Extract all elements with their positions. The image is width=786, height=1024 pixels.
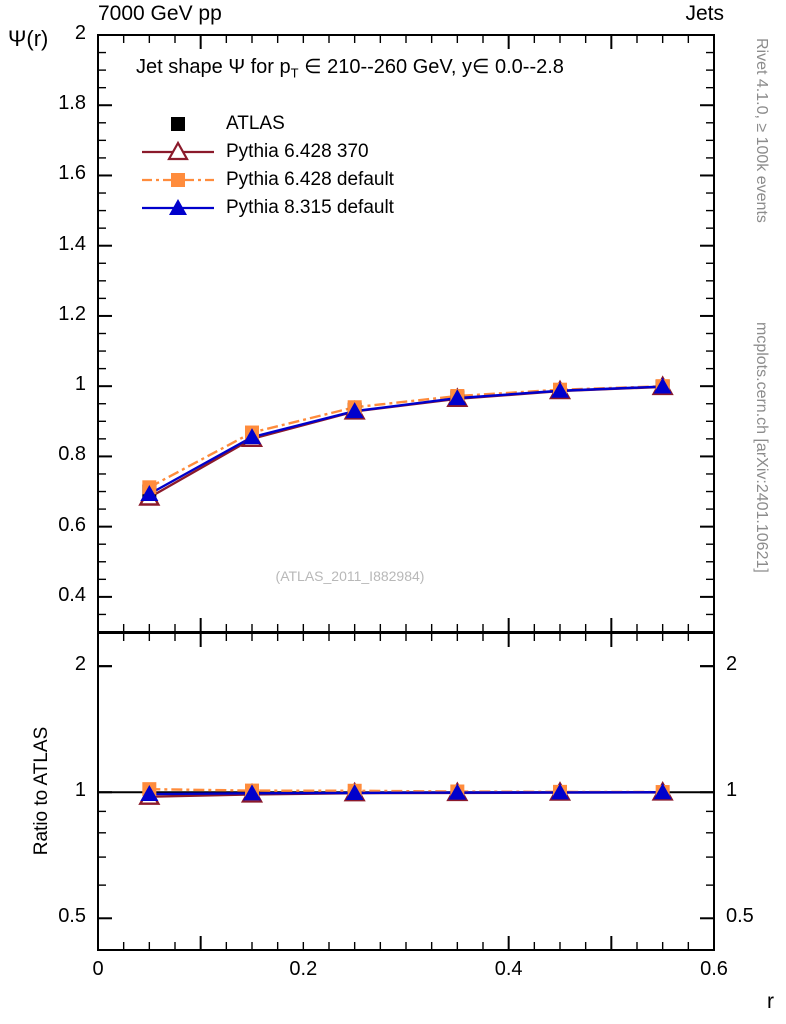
legend-marker-icon: [140, 112, 216, 136]
x-tick-label: 0.2: [289, 958, 318, 980]
y-tick-label-main: 1.8: [58, 92, 86, 115]
data-point-main: [653, 377, 672, 394]
legend-item[interactable]: ATLAS: [140, 110, 394, 138]
data-point-main: [448, 389, 467, 406]
legend-marker-icon: [140, 140, 216, 164]
y-tick-label-ratio-right: 0.5: [726, 905, 754, 928]
data-point-main: [140, 484, 159, 501]
y-tick-label-ratio: 0.5: [58, 905, 86, 928]
series-line-main: [148, 384, 663, 489]
data-point-ratio: [448, 783, 467, 800]
y-tick-label-ratio: 1: [74, 779, 86, 802]
data-point-main: [345, 402, 364, 419]
plot-title-part1: Jet shape Ψ for p: [136, 56, 291, 78]
plot-title: Jet shape Ψ for pT ∈ 210--260 GeV, y∈ 0.…: [0, 54, 700, 81]
x-axis-label: r: [767, 990, 774, 1013]
y-tick-label-main: 0.6: [58, 513, 86, 536]
y-tick-label-main: 1.2: [58, 302, 86, 325]
series-line-main: [148, 385, 663, 496]
y-tick-label-ratio-right: 2: [726, 653, 738, 676]
legend-label: Pythia 6.428 370: [226, 141, 369, 162]
plot-title-subscript: T: [290, 65, 299, 81]
y-axis-label-main: Ψ(r): [8, 26, 49, 51]
x-tick-label: 0.4: [494, 958, 523, 980]
header-category-label: Jets: [685, 2, 724, 25]
legend-item[interactable]: Pythia 8.315 default: [140, 194, 394, 222]
legend-item[interactable]: Pythia 6.428 default: [140, 166, 394, 194]
y-tick-label-main: 1: [74, 373, 86, 396]
y-tick-label-main: 1.4: [58, 232, 86, 255]
y-tick-label-ratio-right: 1: [726, 779, 738, 802]
main-panel-frame: [97, 34, 715, 633]
y-tick-label-main: 2: [74, 22, 86, 44]
legend-label: Pythia 8.315 default: [226, 197, 394, 218]
series-line-ratio: [149, 791, 663, 796]
legend-item[interactable]: Pythia 6.428 370: [140, 138, 394, 166]
legend-label: Pythia 6.428 default: [226, 169, 394, 190]
y-tick-label-main: 1.6: [58, 162, 86, 185]
legend-label: ATLAS: [226, 113, 285, 134]
legend-marker-icon: [140, 196, 216, 220]
y-tick-label-ratio: 2: [74, 653, 86, 676]
data-point-ratio: [345, 783, 364, 800]
legend: ATLAS Pythia 6.428 370 Pythia 6.428 defaul…: [140, 110, 394, 222]
data-point-main: [551, 381, 569, 398]
data-point-main: [243, 428, 261, 445]
plot-title-part2: ∈ 210--260 GeV, y∈ 0.0--2.8: [298, 56, 564, 78]
x-tick-label: 0.6: [700, 958, 728, 980]
analysis-id-watermark: (ATLAS_2011_I882984): [275, 568, 425, 584]
header-beam-label: 7000 GeV pp: [98, 2, 222, 25]
data-point-ratio: [551, 783, 569, 800]
y-tick-label-main: 0.4: [58, 583, 86, 606]
data-point-ratio: [653, 783, 672, 800]
y-tick-label-main: 0.8: [58, 443, 86, 466]
data-point-ratio: [140, 785, 159, 802]
data-point-ratio: [243, 784, 261, 801]
x-tick-label: 0: [92, 958, 104, 980]
legend-marker-icon: [140, 168, 216, 192]
